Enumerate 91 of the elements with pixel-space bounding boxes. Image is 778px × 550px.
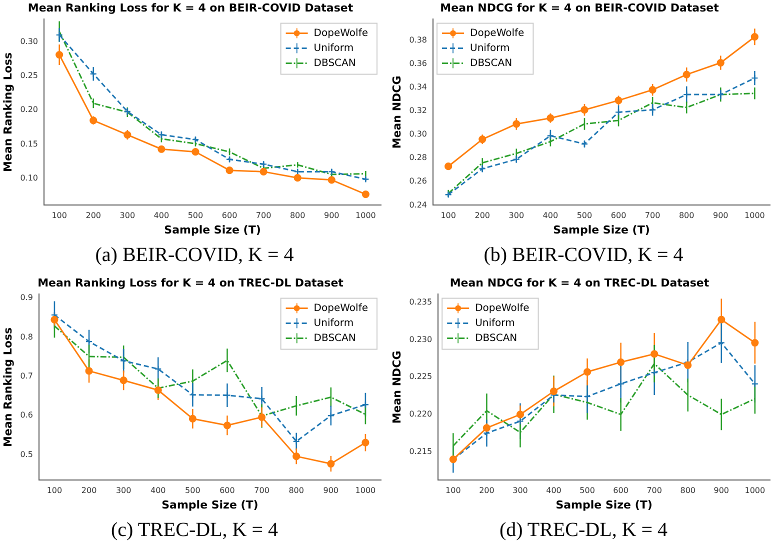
x-tick-label: 1000 (744, 486, 766, 496)
legend-label: DBSCAN (314, 58, 356, 69)
x-tick-label: 100 (440, 211, 456, 220)
chart-title: Mean Ranking Loss for K = 4 on BEIR-COVID Dataset (28, 1, 354, 14)
y-tick-label: 0.235 (409, 297, 432, 306)
x-tick-label: 700 (254, 486, 270, 496)
x-tick-label: 200 (81, 486, 97, 496)
y-tick-label: 0.32 (409, 106, 428, 116)
x-tick-label: 500 (576, 211, 592, 220)
legend-label: DopeWolfe (314, 28, 368, 39)
chart-title: Mean NDCG for K = 4 on TREC-DL Dataset (450, 276, 710, 290)
x-tick-label: 200 (479, 486, 494, 496)
y-axis-title: Mean NDCG (390, 76, 404, 149)
legend-label: DopeWolfe (470, 28, 524, 39)
x-tick-label: 300 (508, 211, 524, 220)
y-tick-label: 0.8 (20, 332, 33, 342)
x-tick-label: 600 (220, 486, 235, 496)
x-axis-title: Sample Size (T) (556, 498, 652, 512)
y-tick-label: 0.9 (20, 293, 33, 302)
x-tick-label: 200 (86, 211, 102, 220)
x-tick-label: 400 (546, 486, 562, 496)
x-tick-label: 900 (714, 486, 730, 496)
x-tick-label: 600 (613, 486, 628, 496)
x-tick-label: 900 (713, 211, 728, 220)
x-tick-label: 600 (222, 211, 238, 220)
x-tick-label: 400 (150, 486, 166, 496)
y-tick-label: 0.25 (20, 71, 38, 80)
y-tick-label: 0.220 (409, 410, 432, 419)
x-axis-title: Sample Size (T) (553, 223, 650, 236)
x-tick-label: 300 (120, 211, 136, 220)
y-tick-label: 0.30 (409, 130, 428, 139)
x-axis-title: Sample Size (T) (162, 498, 258, 512)
x-tick-label: 400 (542, 211, 558, 220)
x-tick-label: 700 (256, 211, 272, 220)
y-axis-title: Mean NDCG (390, 350, 404, 424)
y-tick-label: 0.24 (409, 200, 428, 210)
x-tick-label: 800 (288, 486, 304, 496)
x-tick-label: 500 (580, 486, 595, 496)
legend-label: DBSCAN (475, 332, 518, 344)
chart-title: Mean NDCG for K = 4 on BEIR-COVID Dataset (440, 1, 719, 14)
x-tick-label: 200 (474, 211, 490, 220)
x-tick-label: 100 (46, 486, 62, 496)
legend-label: Uniform (475, 318, 515, 329)
text: (b) BEIR-COVID, K = 4 (482, 243, 684, 268)
y-tick-label: 0.7 (20, 372, 33, 381)
text: (a) BEIR-COVID, K = 4 (94, 243, 295, 268)
x-tick-label: 100 (446, 486, 461, 496)
y-tick-label: 0.26 (409, 176, 428, 186)
x-tick-label: 300 (512, 486, 528, 496)
legend-label: DopeWolfe (475, 302, 530, 314)
x-tick-label: 1000 (356, 211, 376, 220)
legend-label: DopeWolfe (314, 302, 368, 314)
y-tick-label: 0.5 (20, 450, 33, 459)
x-tick-label: 800 (680, 486, 696, 496)
x-axis-title: Sample Size (T) (164, 223, 261, 236)
y-tick-label: 0.28 (409, 153, 428, 162)
x-tick-label: 400 (154, 211, 170, 220)
y-tick-label: 0.6 (20, 410, 33, 420)
y-tick-label: 0.230 (409, 334, 432, 344)
legend-label: Uniform (470, 42, 510, 54)
legend-label: DBSCAN (470, 58, 512, 69)
text: (c) TREC-DL, K = 4 (110, 518, 279, 543)
y-tick-label: 0.10 (20, 174, 38, 183)
y-tick-label: 0.36 (409, 59, 428, 68)
text: (d) TREC-DL, K = 4 (498, 518, 669, 543)
y-tick-label: 0.15 (20, 139, 38, 148)
x-tick-label: 500 (188, 211, 204, 220)
y-tick-label: 0.34 (409, 82, 428, 92)
legend-label: Uniform (314, 318, 354, 329)
x-tick-label: 700 (646, 486, 662, 496)
y-tick-label: 0.215 (409, 446, 432, 456)
x-tick-label: 1000 (744, 211, 765, 220)
y-axis-title: Mean Ranking Loss (1, 327, 14, 447)
x-tick-label: 600 (610, 211, 626, 220)
x-tick-label: 800 (678, 211, 694, 220)
x-tick-label: 900 (323, 486, 339, 496)
y-tick-label: 0.38 (409, 35, 428, 44)
x-tick-label: 800 (290, 211, 306, 220)
y-tick-label: 0.30 (20, 36, 38, 46)
y-tick-label: 0.225 (409, 372, 432, 382)
chart-title: Mean Ranking Loss for K = 4 on TREC-DL Dataset (38, 276, 344, 290)
y-tick-label: 0.20 (20, 105, 38, 114)
legend-label: Uniform (314, 42, 354, 54)
x-tick-label: 700 (644, 211, 660, 220)
x-tick-label: 100 (52, 211, 67, 220)
legend-label: DBSCAN (314, 332, 356, 344)
x-tick-label: 1000 (355, 486, 376, 496)
x-tick-label: 300 (116, 486, 132, 496)
y-axis-title: Mean Ranking Loss (1, 52, 14, 172)
x-tick-label: 500 (185, 486, 200, 496)
x-tick-label: 900 (324, 211, 340, 220)
